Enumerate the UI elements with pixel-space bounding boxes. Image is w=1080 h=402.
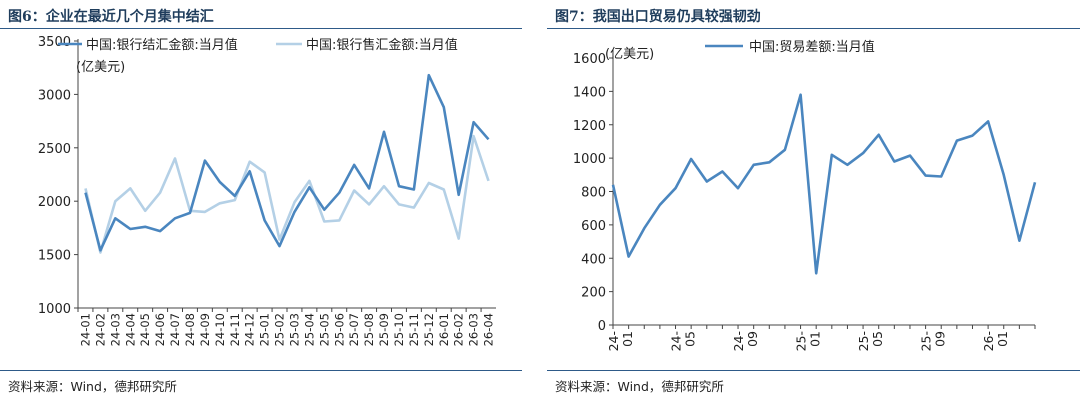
series-line-settlement <box>84 73 490 252</box>
figure-6-bottom-rule <box>0 370 522 371</box>
y-tick-label: 1000 <box>573 152 606 167</box>
x-tick-label-month: 05 <box>870 331 885 347</box>
x-tick-label: 24-11 <box>228 313 242 346</box>
x-tick-label-month: 09 <box>933 331 948 347</box>
legend-label-trade-balance: 中国:贸易差额:当月值 <box>749 39 875 55</box>
x-tick-label-year: 25- <box>919 331 934 351</box>
y-tick-label: 400 <box>581 252 606 267</box>
x-tick-label: 26-03 <box>467 313 481 346</box>
figure-7-panel: 图7：我国出口贸易仍具较强韧劲 0 200 400 600 800 1000 1200 140… <box>547 0 1080 402</box>
y-tick-label: 1500 <box>38 249 71 264</box>
x-tick-label-year: 26- <box>981 331 996 351</box>
x-tick-label-year: 25- <box>856 331 871 351</box>
y-tick-label: 1200 <box>573 119 606 134</box>
x-tick-label: 25-05 <box>317 313 331 346</box>
figure-6-panel: 图6：企业在最近几个月集中结汇 1000 1500 2000 2500 3000 3500… <box>0 0 522 402</box>
x-tick-label: 24-10 <box>213 313 227 346</box>
x-tick-label: 25-06 <box>332 313 346 346</box>
series-line-trade-balance <box>611 93 1037 275</box>
x-tick-label: 24-09 <box>198 313 212 346</box>
y-tick-label: 800 <box>581 186 606 201</box>
y-tick-label: 1600 <box>573 52 606 67</box>
x-tick-label: 24-06 <box>153 313 167 346</box>
x-tick-label: 25-08 <box>362 313 376 346</box>
figure-7-bottom-rule <box>547 370 1080 371</box>
x-tick-label: 24-02 <box>93 313 107 346</box>
x-tick-label-month: 09 <box>745 331 760 347</box>
x-tick-label-year: 24- <box>669 331 684 351</box>
y-tick-label: 3000 <box>38 88 71 103</box>
figure-7-title: 图7：我国出口贸易仍具较强韧劲 <box>555 9 761 25</box>
legend-label-sales: 中国:银行售汇金额:当月值 <box>306 37 458 53</box>
unit-label: (亿美元) <box>76 60 125 75</box>
unit-label: (亿美元) <box>605 47 654 62</box>
x-tick-label: 25-03 <box>287 313 301 346</box>
x-tick-label-month: 01 <box>620 331 635 347</box>
x-tick-label: 24-04 <box>123 313 137 346</box>
x-tick-label: 25-01 <box>258 313 272 346</box>
x-tick-label-year: 24- <box>606 331 621 351</box>
x-tick-label: 25-07 <box>347 313 361 346</box>
y-tick-label: 2000 <box>38 195 71 210</box>
y-tick-label: 600 <box>581 219 606 234</box>
x-tick-label: 24-08 <box>183 313 197 346</box>
series-line-sales <box>84 134 490 254</box>
x-tick-label: 26-01 <box>437 313 451 346</box>
x-tick-label: 24-07 <box>168 313 182 346</box>
y-tick-label: 0 <box>598 319 606 334</box>
y-tick-label: 1400 <box>573 85 606 100</box>
x-tick-label: 25-09 <box>377 313 391 346</box>
figure-7-top-rule <box>547 28 1080 29</box>
legend-label-settlement: 中国:银行结汇金额:当月值 <box>86 37 238 53</box>
x-tick-label-month: 01 <box>808 331 823 347</box>
x-tick-label-month: 01 <box>995 331 1010 347</box>
y-tick-label: 1000 <box>38 302 71 317</box>
x-tick-label: 26-02 <box>452 313 466 346</box>
x-tick-label-month: 05 <box>683 331 698 347</box>
x-tick-label: 25-11 <box>407 313 421 346</box>
y-tick-label: 2500 <box>38 142 71 157</box>
x-tick-label: 24-12 <box>243 313 257 346</box>
x-tick-label: 26-04 <box>482 313 496 346</box>
x-tick-label: 24-05 <box>138 313 152 346</box>
figure-7-source: 资料来源：Wind，德邦研究所 <box>555 379 724 394</box>
x-tick-label: 25-10 <box>392 313 406 346</box>
figure-6-top-rule <box>0 28 522 29</box>
x-tick-label-year: 24- <box>731 331 746 351</box>
x-tick-label: 24-01 <box>78 313 92 346</box>
x-tick-label: 24-03 <box>108 313 122 346</box>
x-tick-label: 25-02 <box>273 313 287 346</box>
x-tick-label: 25-12 <box>422 313 436 346</box>
figure-6-source: 资料来源：Wind，德邦研究所 <box>8 379 177 394</box>
y-tick-label: 3500 <box>38 35 71 50</box>
figure-6-title: 图6：企业在最近几个月集中结汇 <box>8 9 214 25</box>
x-tick-label: 25-04 <box>302 313 316 346</box>
y-tick-label: 200 <box>581 286 606 301</box>
x-tick-label-year: 25- <box>794 331 809 351</box>
